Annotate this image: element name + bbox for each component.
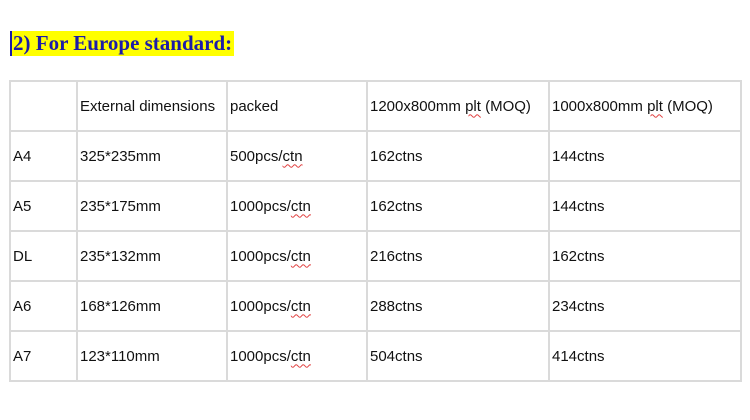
packed-qty: 1000pcs/ (230, 197, 291, 215)
table-row: DL 235*132mm 1000pcs/ctn 216ctns 162ctns (9, 230, 742, 282)
cell-size: A4 (9, 130, 78, 182)
packed-qty: 1000pcs/ (230, 297, 291, 315)
cell-dimensions: 168*126mm (76, 280, 228, 332)
packed-unit: ctn (290, 247, 311, 265)
cell-plt-1000x800: 414ctns (548, 330, 742, 382)
cell-plt-1000x800: 234ctns (548, 280, 742, 332)
cell-packed: 1000pcs/ctn (226, 230, 368, 282)
header-text-plt: plt (465, 97, 481, 115)
header-text-plt: plt (647, 97, 663, 115)
cell-dimensions: 325*235mm (76, 130, 228, 182)
cell-packed: 1000pcs/ctn (226, 180, 368, 232)
cell-size: DL (9, 230, 78, 282)
packed-unit: ctn (290, 197, 311, 215)
cell-plt-1200x800: 288ctns (366, 280, 550, 332)
table-row: A7 123*110mm 1000pcs/ctn 504ctns 414ctns (9, 330, 742, 382)
cell-plt-1200x800: 162ctns (366, 180, 550, 232)
cell-dimensions: 123*110mm (76, 330, 228, 382)
cell-plt-1000x800: 144ctns (548, 130, 742, 182)
cell-size: A6 (9, 280, 78, 332)
cell-packed: 1000pcs/ctn (226, 330, 368, 382)
cell-plt-1200x800: 216ctns (366, 230, 550, 282)
cell-size: A5 (9, 180, 78, 232)
header-packed: packed (226, 80, 368, 132)
packed-qty: 1000pcs/ (230, 347, 291, 365)
cell-packed: 1000pcs/ctn (226, 280, 368, 332)
header-1000x800: 1000x800mm plt (MOQ) (548, 80, 742, 132)
cell-dimensions: 235*132mm (76, 230, 228, 282)
cell-dimensions: 235*175mm (76, 180, 228, 232)
header-external-dimensions: External dimensions (76, 80, 228, 132)
header-1200x800: 1200x800mm plt (MOQ) (366, 80, 550, 132)
cell-plt-1000x800: 144ctns (548, 180, 742, 232)
header-text: (MOQ) (662, 97, 713, 115)
header-text: 1200x800mm (370, 97, 466, 115)
packed-qty: 500pcs/ (230, 147, 283, 165)
table-row: A4 325*235mm 500pcs/ctn 162ctns 144ctns (9, 130, 742, 182)
table-header-row: External dimensions packed 1200x800mm pl… (9, 80, 742, 132)
section-heading: 2) For Europe standard: (10, 31, 235, 56)
header-text: (MOQ) (480, 97, 531, 115)
packed-unit: ctn (290, 297, 311, 315)
cell-packed: 500pcs/ctn (226, 130, 368, 182)
cell-plt-1000x800: 162ctns (548, 230, 742, 282)
table-row: A6 168*126mm 1000pcs/ctn 288ctns 234ctns (9, 280, 742, 332)
cell-plt-1200x800: 162ctns (366, 130, 550, 182)
cell-size: A7 (9, 330, 78, 382)
packed-unit: ctn (282, 147, 303, 165)
europe-standard-table: External dimensions packed 1200x800mm pl… (9, 80, 742, 382)
header-empty (9, 80, 78, 132)
cell-plt-1200x800: 504ctns (366, 330, 550, 382)
packed-qty: 1000pcs/ (230, 247, 291, 265)
packed-unit: ctn (290, 347, 311, 365)
table-row: A5 235*175mm 1000pcs/ctn 162ctns 144ctns (9, 180, 742, 232)
header-text: 1000x800mm (552, 97, 648, 115)
